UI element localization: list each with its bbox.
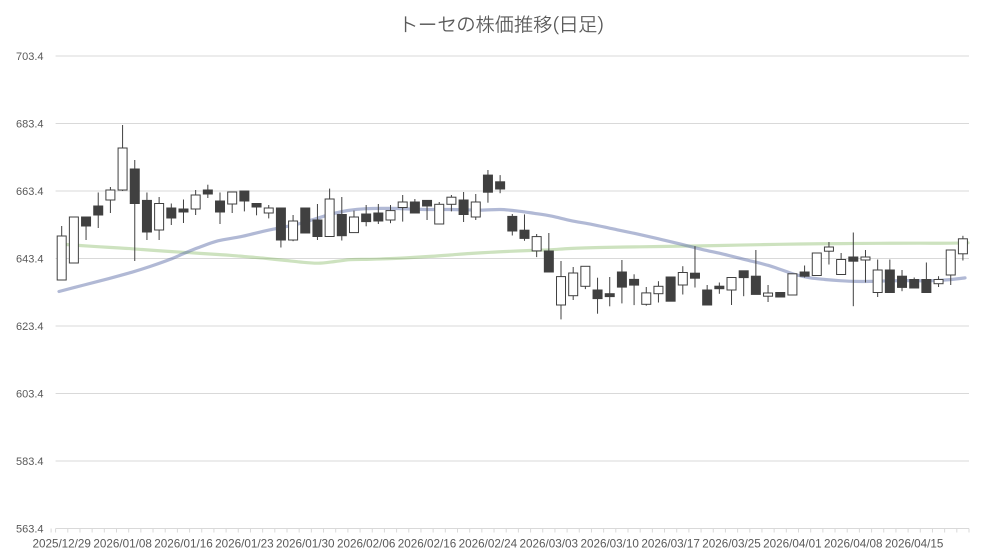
- svg-text:683.4: 683.4: [16, 118, 44, 130]
- svg-text:563.4: 563.4: [16, 523, 44, 535]
- svg-text:663.4: 663.4: [16, 186, 44, 198]
- svg-text:2026/02/16: 2026/02/16: [398, 538, 457, 551]
- svg-text:623.4: 623.4: [16, 321, 44, 333]
- svg-text:2026/04/08: 2026/04/08: [824, 538, 883, 551]
- svg-text:643.4: 643.4: [16, 253, 44, 265]
- svg-text:2026/04/15: 2026/04/15: [885, 538, 944, 551]
- svg-text:2026/01/23: 2026/01/23: [215, 538, 274, 551]
- svg-text:583.4: 583.4: [16, 456, 44, 468]
- svg-text:2026/03/17: 2026/03/17: [641, 538, 700, 551]
- svg-text:2026/03/03: 2026/03/03: [520, 538, 579, 551]
- svg-text:2026/04/01: 2026/04/01: [763, 538, 822, 551]
- svg-text:2025/12/29: 2025/12/29: [32, 538, 91, 551]
- svg-text:2026/01/30: 2026/01/30: [276, 538, 335, 551]
- svg-text:2026/01/16: 2026/01/16: [154, 538, 213, 551]
- svg-text:2026/02/06: 2026/02/06: [337, 538, 396, 551]
- svg-text:2026/01/08: 2026/01/08: [93, 538, 152, 551]
- svg-text:2026/02/24: 2026/02/24: [459, 538, 518, 551]
- svg-text:603.4: 603.4: [16, 388, 44, 400]
- svg-text:2026/03/25: 2026/03/25: [702, 538, 761, 551]
- svg-text:2026/03/10: 2026/03/10: [580, 538, 639, 551]
- svg-text:703.4: 703.4: [16, 51, 44, 63]
